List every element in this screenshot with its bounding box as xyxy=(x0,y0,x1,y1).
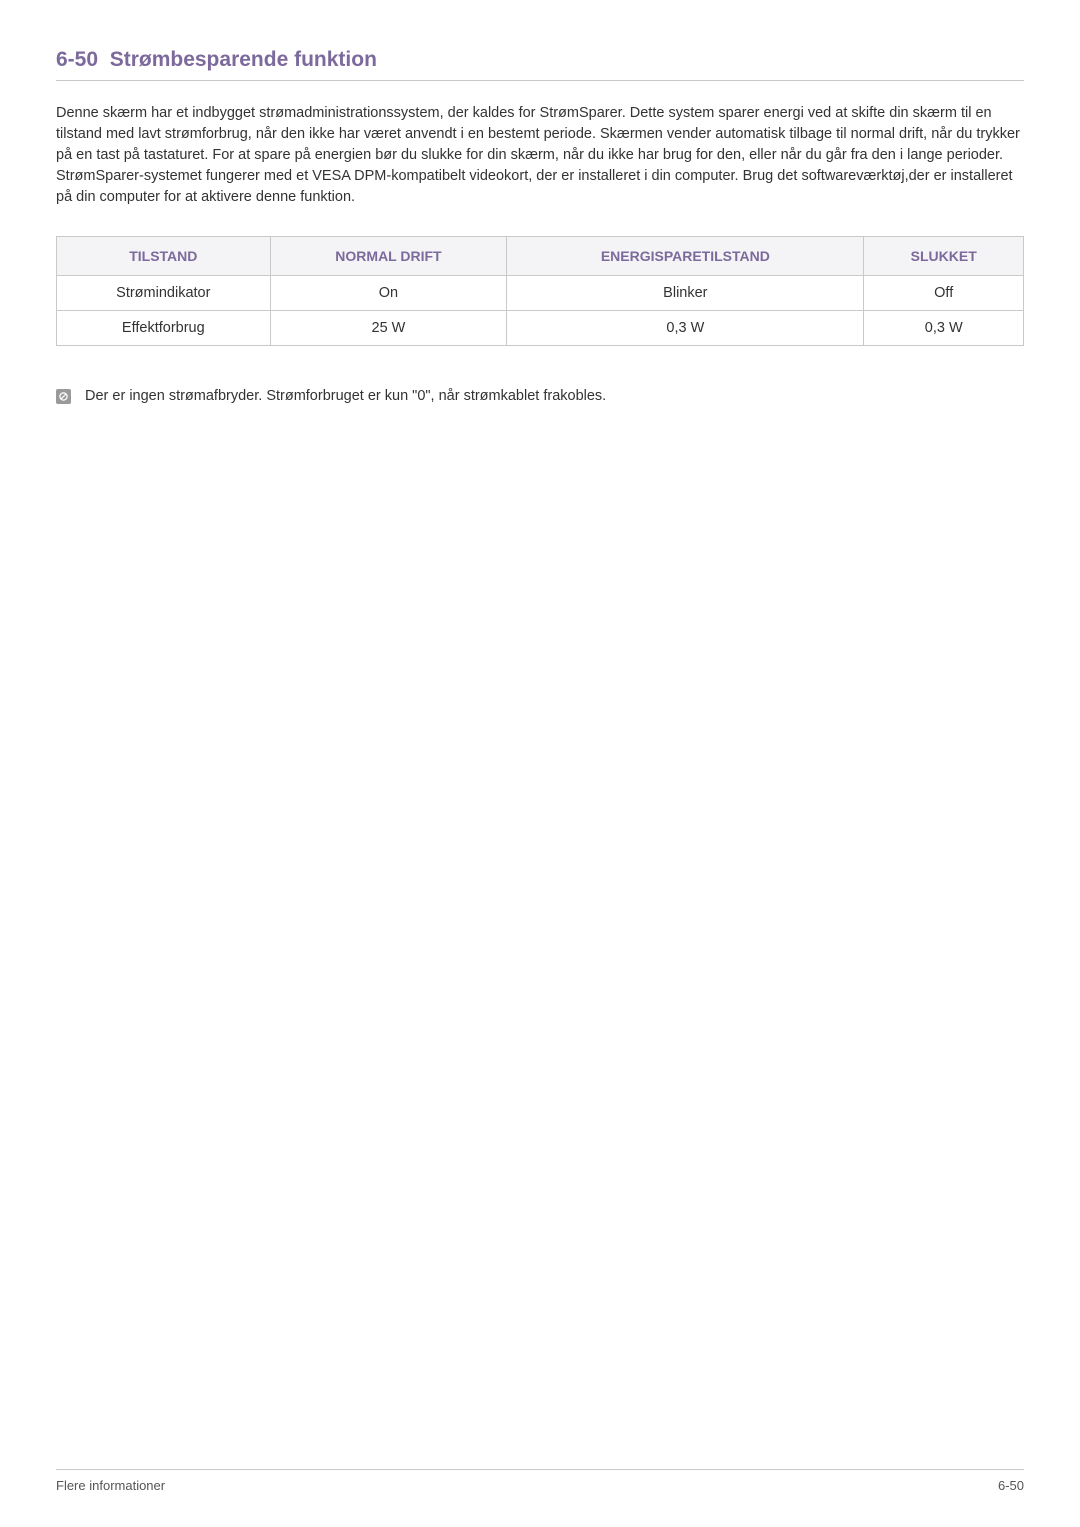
heading-title: Strømbesparende funktion xyxy=(110,48,377,71)
table-header-row: TILSTAND NORMAL DRIFT ENERGISPARETILSTAN… xyxy=(57,237,1024,276)
note-icon xyxy=(56,389,71,404)
table-cell: 25 W xyxy=(270,311,507,346)
page-footer: Flere informationer 6-50 xyxy=(56,1469,1024,1493)
table-row: Strømindikator On Blinker Off xyxy=(57,276,1024,311)
heading-number: 6-50 xyxy=(56,48,98,71)
table-header: TILSTAND xyxy=(57,237,271,276)
table-row: Effektforbrug 25 W 0,3 W 0,3 W xyxy=(57,311,1024,346)
table-cell: 0,3 W xyxy=(864,311,1024,346)
note-glyph-icon xyxy=(59,392,68,401)
table-header: SLUKKET xyxy=(864,237,1024,276)
table-cell: On xyxy=(270,276,507,311)
note-text: Der er ingen strømafbryder. Strømforbrug… xyxy=(85,388,606,404)
table-cell: Effektforbrug xyxy=(57,311,271,346)
footer-left: Flere informationer xyxy=(56,1478,165,1493)
table-cell: Off xyxy=(864,276,1024,311)
page-content: 6-50 Strømbesparende funktion Denne skær… xyxy=(0,0,1080,404)
footer-right: 6-50 xyxy=(998,1478,1024,1493)
section-heading: 6-50 Strømbesparende funktion xyxy=(56,48,1024,81)
table-cell: 0,3 W xyxy=(507,311,864,346)
note: Der er ingen strømafbryder. Strømforbrug… xyxy=(56,388,1024,404)
power-table: TILSTAND NORMAL DRIFT ENERGISPARETILSTAN… xyxy=(56,236,1024,346)
intro-paragraph: Denne skærm har et indbygget strømadmini… xyxy=(56,103,1024,208)
table-header: ENERGISPARETILSTAND xyxy=(507,237,864,276)
table-cell: Strømindikator xyxy=(57,276,271,311)
table-header: NORMAL DRIFT xyxy=(270,237,507,276)
table-cell: Blinker xyxy=(507,276,864,311)
